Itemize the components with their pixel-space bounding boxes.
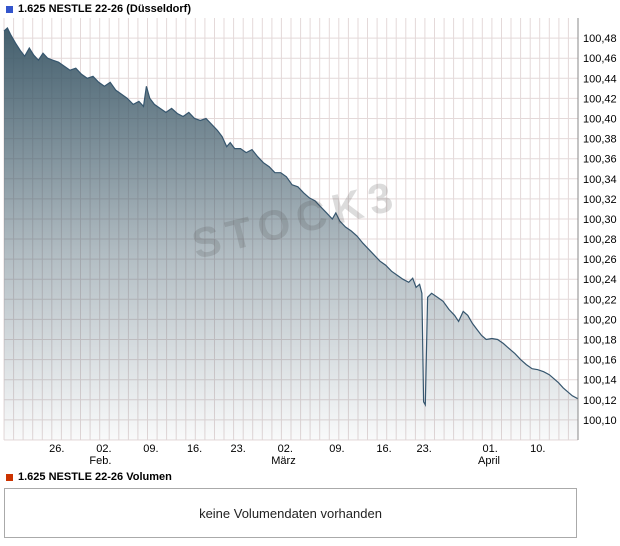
svg-text:100,10: 100,10 <box>583 415 617 427</box>
svg-text:100,44: 100,44 <box>583 73 617 85</box>
svg-text:100,34: 100,34 <box>583 174 617 186</box>
svg-text:02.: 02. <box>96 443 111 455</box>
svg-text:01.: 01. <box>483 443 498 455</box>
svg-text:100,14: 100,14 <box>583 375 617 387</box>
price-series-marker <box>6 5 13 13</box>
svg-text:Feb.: Feb. <box>89 455 111 467</box>
svg-text:100,16: 100,16 <box>583 355 617 367</box>
svg-text:16.: 16. <box>376 443 391 455</box>
svg-text:02.: 02. <box>278 443 293 455</box>
price-chart: 100,48 100,46 100,44 100,42 100,40 100,38 100,… <box>3 18 617 467</box>
svg-text:100,22: 100,22 <box>583 294 617 306</box>
volume-empty-message: keine Volumendaten vorhanden <box>199 505 382 521</box>
volume-panel: keine Volumendaten vorhanden <box>4 488 577 538</box>
svg-text:100,20: 100,20 <box>583 314 617 326</box>
price-chart-title: 1.625 NESTLE 22-26 (Düsseldorf) <box>18 3 192 15</box>
svg-text:100,18: 100,18 <box>583 335 617 347</box>
volume-chart-title: 1.625 NESTLE 22-26 Volumen <box>18 471 172 483</box>
svg-text:100,48: 100,48 <box>583 33 617 45</box>
svg-text:100,46: 100,46 <box>583 53 617 65</box>
svg-text:100,30: 100,30 <box>583 214 617 226</box>
volume-series-marker <box>6 473 13 481</box>
volume-chart-header: 1.625 NESTLE 22-26 Volumen <box>6 471 172 483</box>
svg-text:100,12: 100,12 <box>583 395 617 407</box>
svg-text:100,42: 100,42 <box>583 93 617 105</box>
svg-text:23.: 23. <box>417 443 432 455</box>
svg-text:26.: 26. <box>49 443 64 455</box>
svg-text:100,32: 100,32 <box>583 194 617 206</box>
svg-text:100,26: 100,26 <box>583 254 617 266</box>
svg-text:09.: 09. <box>329 443 344 455</box>
svg-text:16.: 16. <box>187 443 202 455</box>
svg-text:100,28: 100,28 <box>583 234 617 246</box>
svg-text:100,38: 100,38 <box>583 134 617 146</box>
svg-text:100,24: 100,24 <box>583 274 617 286</box>
svg-text:April: April <box>478 455 500 467</box>
svg-text:09.: 09. <box>143 443 158 455</box>
svg-text:100,36: 100,36 <box>583 154 617 166</box>
svg-text:100,40: 100,40 <box>583 114 617 126</box>
svg-text:23.: 23. <box>231 443 246 455</box>
svg-text:10.: 10. <box>530 443 545 455</box>
price-chart-header: 1.625 NESTLE 22-26 (Düsseldorf) <box>6 3 191 15</box>
svg-text:März: März <box>271 455 295 467</box>
